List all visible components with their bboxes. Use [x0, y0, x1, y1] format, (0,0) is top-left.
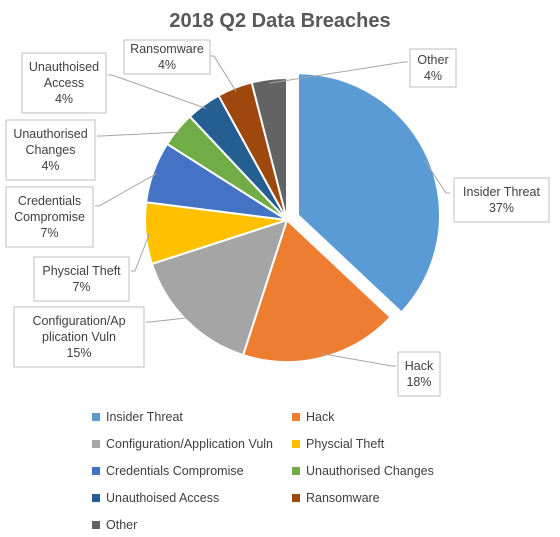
data-label: Unauthorised: [13, 127, 87, 141]
chart-title: 2018 Q2 Data Breaches: [169, 10, 391, 32]
legend-swatch: [92, 521, 100, 529]
leader-line: [146, 317, 190, 323]
legend-swatch: [292, 440, 300, 448]
legend-item: Physcial Theft: [292, 437, 384, 451]
data-label: 37%: [489, 201, 514, 215]
data-label: 18%: [406, 375, 431, 389]
legend-label: Hack: [306, 410, 335, 424]
data-label-box: [397, 351, 441, 397]
data-label-box: [33, 256, 130, 302]
data-label: 4%: [424, 69, 442, 83]
legend-item: Hack: [292, 410, 334, 424]
data-label-box: [13, 306, 145, 368]
data-label-box: [5, 119, 96, 181]
pie-slice-other: [250, 76, 288, 221]
data-label: Hack: [405, 359, 434, 373]
legend-label: Configuration/Application Vuln: [106, 437, 274, 451]
legend-swatch: [92, 494, 100, 502]
data-label-box: [453, 177, 550, 223]
legend-label: Physcial Theft: [306, 437, 385, 451]
legend-label: Other: [106, 518, 138, 532]
leader-line: [424, 160, 450, 194]
data-label: Unauthoised: [29, 60, 99, 74]
data-label: Ransomware: [130, 42, 204, 56]
legend-swatch: [92, 440, 100, 448]
legend-label: Unauthoised Access: [106, 491, 220, 505]
data-label-box: [5, 186, 94, 248]
data-label: Configuration/Ap: [32, 314, 125, 328]
data-label: Insider Threat: [463, 185, 540, 199]
leader-line: [97, 131, 181, 137]
legend-item: Unauthoised Access: [92, 491, 219, 505]
data-label: 7%: [40, 226, 58, 240]
legend-label: Ransomware: [306, 491, 380, 505]
data-label: 4%: [41, 159, 59, 173]
data-label-box: [123, 39, 211, 75]
leader-line: [210, 55, 237, 92]
data-label: Changes: [25, 143, 75, 157]
legend-swatch: [292, 494, 300, 502]
legend-item: Ransomware: [292, 491, 380, 505]
leader-line: [131, 232, 151, 272]
legend-label: Unauthorised Changes: [306, 464, 434, 478]
data-label: Compromise: [14, 210, 85, 224]
legend-swatch: [92, 467, 100, 475]
legend-item: Insider Threat: [92, 410, 183, 424]
legend-item: Unauthorised Changes: [292, 464, 434, 478]
data-label: plication Vuln: [42, 330, 116, 344]
data-label: 4%: [158, 58, 176, 72]
legend-label: Insider Threat: [106, 410, 183, 424]
legend-item: Credentials Compromise: [92, 464, 244, 478]
leader-line: [321, 353, 396, 367]
data-label: 4%: [55, 92, 73, 106]
pie-slice-hack: [241, 218, 392, 363]
data-label: Other: [417, 53, 448, 67]
leader-line: [269, 61, 408, 84]
pie-slice-insider-threat: [297, 72, 442, 314]
data-label-box: [21, 52, 107, 114]
data-label: Physcial Theft: [42, 264, 121, 278]
legend-swatch: [292, 413, 300, 421]
legend-item: Configuration/Application Vuln: [92, 437, 273, 451]
data-label: 7%: [72, 280, 90, 294]
leader-line: [95, 172, 158, 207]
legend-swatch: [292, 467, 300, 475]
data-label: Access: [44, 76, 84, 90]
data-label: Credentials: [18, 194, 81, 208]
legend-swatch: [92, 413, 100, 421]
data-label-box: [409, 48, 457, 88]
data-label: 15%: [66, 346, 91, 360]
legend-label: Credentials Compromise: [106, 464, 244, 478]
legend-item: Other: [92, 518, 137, 532]
leader-line: [108, 74, 207, 109]
